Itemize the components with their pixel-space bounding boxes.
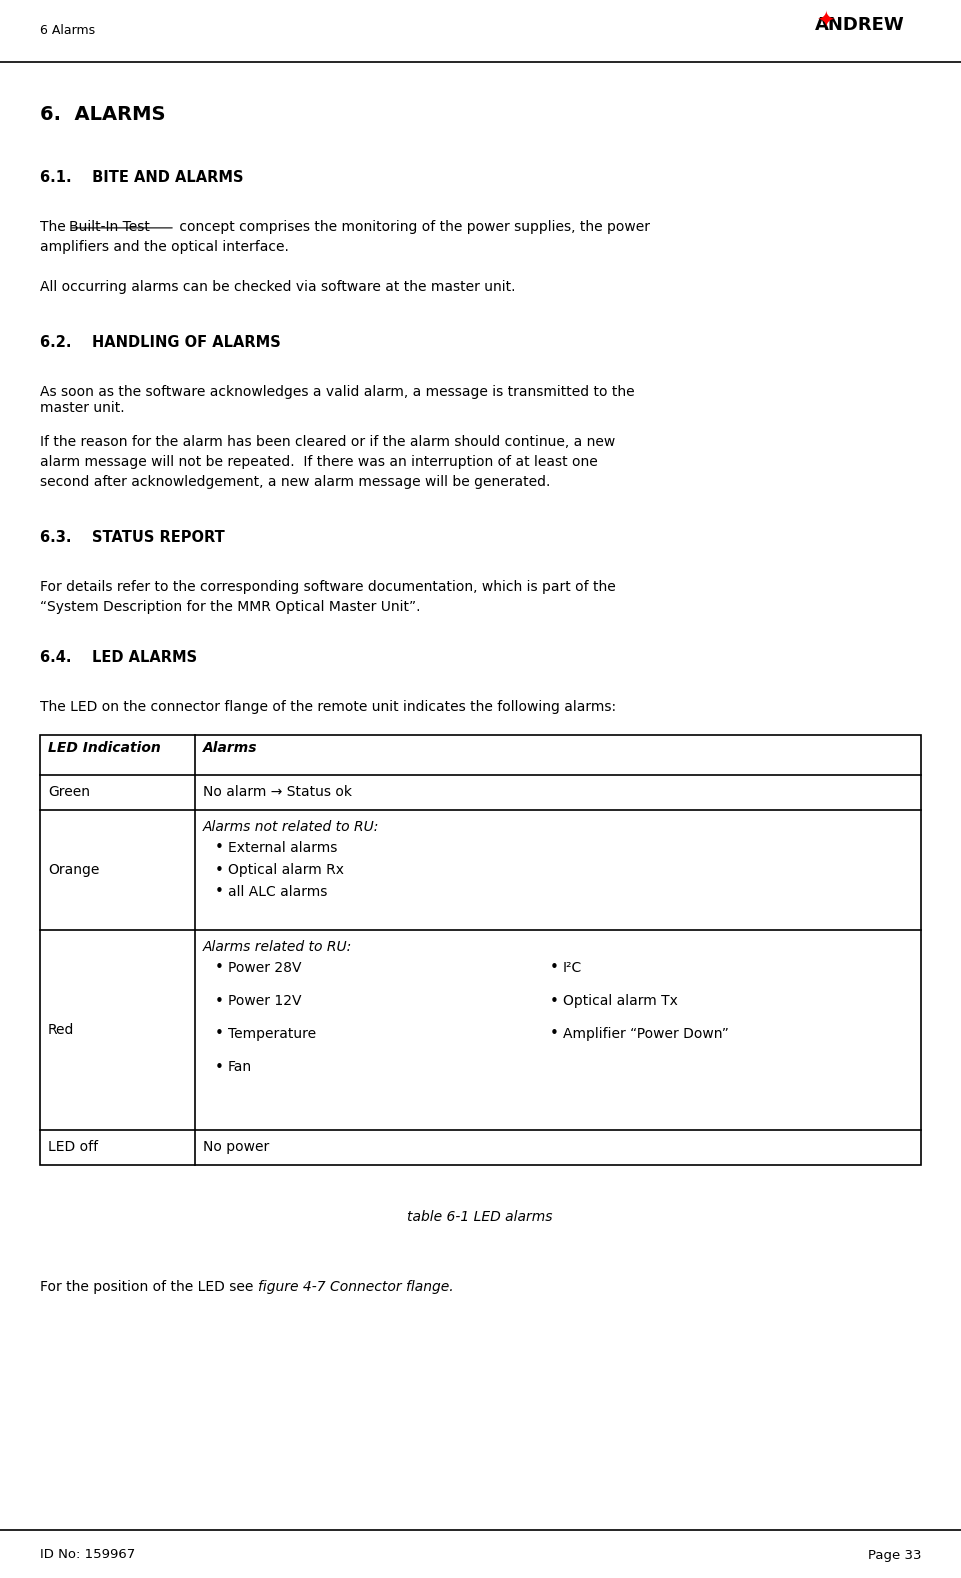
Text: 6 Alarms: 6 Alarms xyxy=(40,24,95,36)
Text: •: • xyxy=(215,994,224,1008)
Text: second after acknowledgement, a new alarm message will be generated.: second after acknowledgement, a new alar… xyxy=(40,475,551,489)
Text: all ALC alarms: all ALC alarms xyxy=(228,885,328,899)
Text: No alarm → Status ok: No alarm → Status ok xyxy=(203,784,352,798)
Text: Alarms: Alarms xyxy=(203,742,258,754)
Text: ID No: 159967: ID No: 159967 xyxy=(40,1548,136,1562)
Text: LED off: LED off xyxy=(48,1139,98,1154)
Text: If the reason for the alarm has been cleared or if the alarm should continue, a : If the reason for the alarm has been cle… xyxy=(40,436,615,450)
Text: •: • xyxy=(215,1027,224,1041)
Text: Fan: Fan xyxy=(228,1060,252,1075)
Text: •: • xyxy=(215,863,224,877)
Text: All occurring alarms can be checked via software at the master unit.: All occurring alarms can be checked via … xyxy=(40,279,515,294)
Text: 6.2.    HANDLING OF ALARMS: 6.2. HANDLING OF ALARMS xyxy=(40,335,281,350)
Text: •: • xyxy=(215,885,224,899)
Text: alarm message will not be repeated.  If there was an interruption of at least on: alarm message will not be repeated. If t… xyxy=(40,454,598,469)
Text: Power 12V: Power 12V xyxy=(228,994,302,1008)
Text: I²C: I²C xyxy=(563,961,582,975)
Text: •: • xyxy=(215,961,224,975)
Text: For details refer to the corresponding software documentation, which is part of : For details refer to the corresponding s… xyxy=(40,581,616,593)
Text: amplifiers and the optical interface.: amplifiers and the optical interface. xyxy=(40,240,289,254)
Text: Optical alarm Tx: Optical alarm Tx xyxy=(563,994,678,1008)
Text: Temperature: Temperature xyxy=(228,1027,316,1041)
Text: As soon as the software acknowledges a valid alarm, a message is transmitted to : As soon as the software acknowledges a v… xyxy=(40,385,634,415)
Text: Built-In Test: Built-In Test xyxy=(69,219,150,234)
Text: concept comprises the monitoring of the power supplies, the power: concept comprises the monitoring of the … xyxy=(175,219,650,234)
Text: •: • xyxy=(215,1059,224,1075)
Text: Amplifier “Power Down”: Amplifier “Power Down” xyxy=(563,1027,728,1041)
Text: External alarms: External alarms xyxy=(228,841,337,855)
Text: •: • xyxy=(550,994,559,1008)
Text: Optical alarm Rx: Optical alarm Rx xyxy=(228,863,344,877)
Text: No power: No power xyxy=(203,1139,269,1154)
Text: •: • xyxy=(550,1027,559,1041)
Text: ✦: ✦ xyxy=(816,13,834,32)
Text: “System Description for the MMR Optical Master Unit”.: “System Description for the MMR Optical … xyxy=(40,600,421,614)
Text: The: The xyxy=(40,219,70,234)
Text: Page 33: Page 33 xyxy=(868,1548,921,1562)
Text: table 6-1 LED alarms: table 6-1 LED alarms xyxy=(407,1210,553,1225)
Text: Red: Red xyxy=(48,1023,74,1037)
Text: •: • xyxy=(550,961,559,975)
Text: 6.  ALARMS: 6. ALARMS xyxy=(40,106,165,125)
Text: 6.4.    LED ALARMS: 6.4. LED ALARMS xyxy=(40,650,197,664)
Text: figure 4-7 Connector flange.: figure 4-7 Connector flange. xyxy=(258,1280,454,1294)
Text: ANDREW: ANDREW xyxy=(815,16,905,35)
Text: Green: Green xyxy=(48,784,90,798)
Text: Orange: Orange xyxy=(48,863,99,877)
Text: 6.3.    STATUS REPORT: 6.3. STATUS REPORT xyxy=(40,530,225,544)
Text: Alarms not related to RU:: Alarms not related to RU: xyxy=(203,821,380,835)
Text: The LED on the connector flange of the remote unit indicates the following alarm: The LED on the connector flange of the r… xyxy=(40,701,616,713)
Text: For the position of the LED see: For the position of the LED see xyxy=(40,1280,258,1294)
Text: Alarms related to RU:: Alarms related to RU: xyxy=(203,940,353,955)
Text: •: • xyxy=(215,841,224,855)
Text: 6.1.    BITE AND ALARMS: 6.1. BITE AND ALARMS xyxy=(40,170,243,185)
Text: Power 28V: Power 28V xyxy=(228,961,302,975)
Text: LED Indication: LED Indication xyxy=(48,742,160,754)
